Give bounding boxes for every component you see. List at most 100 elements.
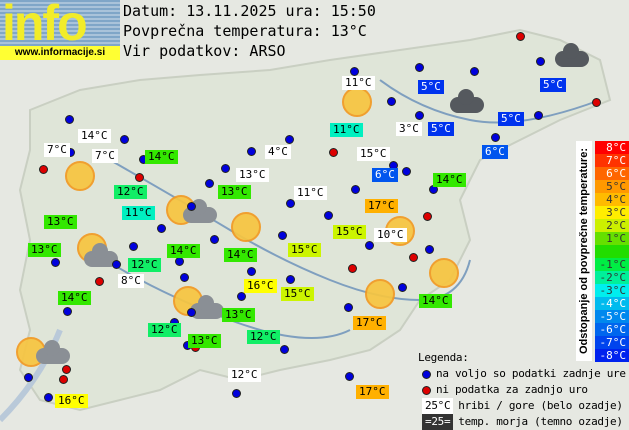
station-dot-available[interactable] xyxy=(120,135,129,144)
station-dot-available[interactable] xyxy=(350,67,359,76)
temperature-label[interactable]: 13°C xyxy=(28,243,61,257)
temperature-label[interactable]: 17°C xyxy=(365,199,398,213)
temperature-label[interactable]: 12°C xyxy=(228,368,261,382)
temperature-label[interactable]: 11°C xyxy=(342,76,375,90)
station-dot-available[interactable] xyxy=(175,257,184,266)
station-dot-missing[interactable] xyxy=(329,148,338,157)
temperature-label[interactable]: 14°C xyxy=(433,173,466,187)
temperature-label[interactable]: 13°C xyxy=(188,334,221,348)
temperature-label[interactable]: 5°C xyxy=(418,80,444,94)
station-dot-available[interactable] xyxy=(112,260,121,269)
temperature-label[interactable]: 15°C xyxy=(288,243,321,257)
station-dot-available[interactable] xyxy=(285,135,294,144)
temperature-label[interactable]: 12°C xyxy=(247,330,280,344)
station-dot-available[interactable] xyxy=(24,373,33,382)
station-dot-available[interactable] xyxy=(387,97,396,106)
station-dot-available[interactable] xyxy=(286,199,295,208)
station-dot-available[interactable] xyxy=(221,164,230,173)
legend-blue-text: na voljo so podatki zadnje ure xyxy=(436,367,626,380)
station-dot-available[interactable] xyxy=(129,242,138,251)
temperature-label[interactable]: 12°C xyxy=(128,258,161,272)
station-dot-available[interactable] xyxy=(491,133,500,142)
station-dot-available[interactable] xyxy=(210,235,219,244)
temperature-label[interactable]: 11°C xyxy=(294,186,327,200)
temperature-label[interactable]: 14°C xyxy=(58,291,91,305)
station-dot-missing[interactable] xyxy=(59,375,68,384)
station-dot-available[interactable] xyxy=(398,283,407,292)
temperature-label[interactable]: 16°C xyxy=(55,394,88,408)
station-dot-available[interactable] xyxy=(44,393,53,402)
station-dot-available[interactable] xyxy=(187,308,196,317)
station-dot-available[interactable] xyxy=(65,115,74,124)
station-dot-available[interactable] xyxy=(344,303,353,312)
station-dot-available[interactable] xyxy=(365,241,374,250)
station-dot-available[interactable] xyxy=(402,167,411,176)
station-dot-available[interactable] xyxy=(63,307,72,316)
station-dot-available[interactable] xyxy=(536,57,545,66)
station-dot-available[interactable] xyxy=(345,372,354,381)
station-dot-available[interactable] xyxy=(247,147,256,156)
scale-band: 2°C xyxy=(595,219,629,232)
temperature-label[interactable]: 4°C xyxy=(265,145,291,159)
station-dot-available[interactable] xyxy=(278,231,287,240)
station-dot-available[interactable] xyxy=(205,179,214,188)
station-dot-missing[interactable] xyxy=(62,365,71,374)
station-dot-available[interactable] xyxy=(247,267,256,276)
station-dot-available[interactable] xyxy=(425,245,434,254)
temperature-label[interactable]: 13°C xyxy=(218,185,251,199)
temperature-label[interactable]: 14°C xyxy=(419,294,452,308)
temperature-label[interactable]: 13°C xyxy=(236,168,269,182)
temperature-label[interactable]: 15°C xyxy=(333,225,366,239)
station-dot-available[interactable] xyxy=(280,345,289,354)
station-dot-available[interactable] xyxy=(187,202,196,211)
station-dot-missing[interactable] xyxy=(592,98,601,107)
temperature-label[interactable]: 13°C xyxy=(222,308,255,322)
station-dot-available[interactable] xyxy=(232,389,241,398)
station-dot-missing[interactable] xyxy=(516,32,525,41)
temperature-label[interactable]: 14°C xyxy=(167,244,200,258)
station-dot-available[interactable] xyxy=(415,111,424,120)
temperature-label[interactable]: 5°C xyxy=(540,78,566,92)
temperature-label[interactable]: 5°C xyxy=(428,122,454,136)
station-dot-missing[interactable] xyxy=(348,264,357,273)
temperature-label[interactable]: 13°C xyxy=(44,215,77,229)
deviation-scale: 8°C 7°C 6°C 5°C 4°C 3°C 2°C 1°C -1°C -2°C -3°C -4°C… xyxy=(595,141,629,362)
temperature-label[interactable]: 17°C xyxy=(356,385,389,399)
temperature-label[interactable]: 15°C xyxy=(281,287,314,301)
station-dot-missing[interactable] xyxy=(39,165,48,174)
station-dot-available[interactable] xyxy=(470,67,479,76)
temperature-label[interactable]: 11°C xyxy=(122,206,155,220)
temperature-label[interactable]: 12°C xyxy=(114,185,147,199)
station-dot-missing[interactable] xyxy=(135,173,144,182)
station-dot-available[interactable] xyxy=(324,211,333,220)
temperature-label[interactable]: 6°C xyxy=(372,168,398,182)
station-dot-missing[interactable] xyxy=(409,253,418,262)
temperature-label[interactable]: 14°C xyxy=(224,248,257,262)
temperature-label[interactable]: 11°C xyxy=(330,123,363,137)
station-dot-missing[interactable] xyxy=(423,212,432,221)
temperature-label[interactable]: 10°C xyxy=(374,228,407,242)
logo-url[interactable]: www.informacije.si xyxy=(0,46,120,60)
station-dot-available[interactable] xyxy=(534,111,543,120)
temperature-label[interactable]: 16°C xyxy=(244,279,277,293)
station-dot-available[interactable] xyxy=(157,224,166,233)
temperature-label[interactable]: 15°C xyxy=(357,147,390,161)
temperature-label[interactable]: 6°C xyxy=(482,145,508,159)
station-dot-available[interactable] xyxy=(286,275,295,284)
temperature-label[interactable]: 8°C xyxy=(118,274,144,288)
station-dot-available[interactable] xyxy=(415,63,424,72)
temperature-label[interactable]: 14°C xyxy=(145,150,178,164)
station-dot-available[interactable] xyxy=(51,258,60,267)
temperature-label[interactable]: 3°C xyxy=(396,122,422,136)
temperature-label[interactable]: 5°C xyxy=(498,112,524,126)
station-dot-available[interactable] xyxy=(237,292,246,301)
station-dot-available[interactable] xyxy=(180,273,189,282)
station-dot-missing[interactable] xyxy=(95,277,104,286)
temperature-label[interactable]: 7°C xyxy=(44,143,70,157)
temperature-label[interactable]: 7°C xyxy=(92,149,118,163)
info-logo[interactable]: info www.informacije.si xyxy=(0,0,120,60)
temperature-label[interactable]: 12°C xyxy=(148,323,181,337)
temperature-label[interactable]: 17°C xyxy=(353,316,386,330)
temperature-label[interactable]: 14°C xyxy=(78,129,111,143)
station-dot-available[interactable] xyxy=(351,185,360,194)
